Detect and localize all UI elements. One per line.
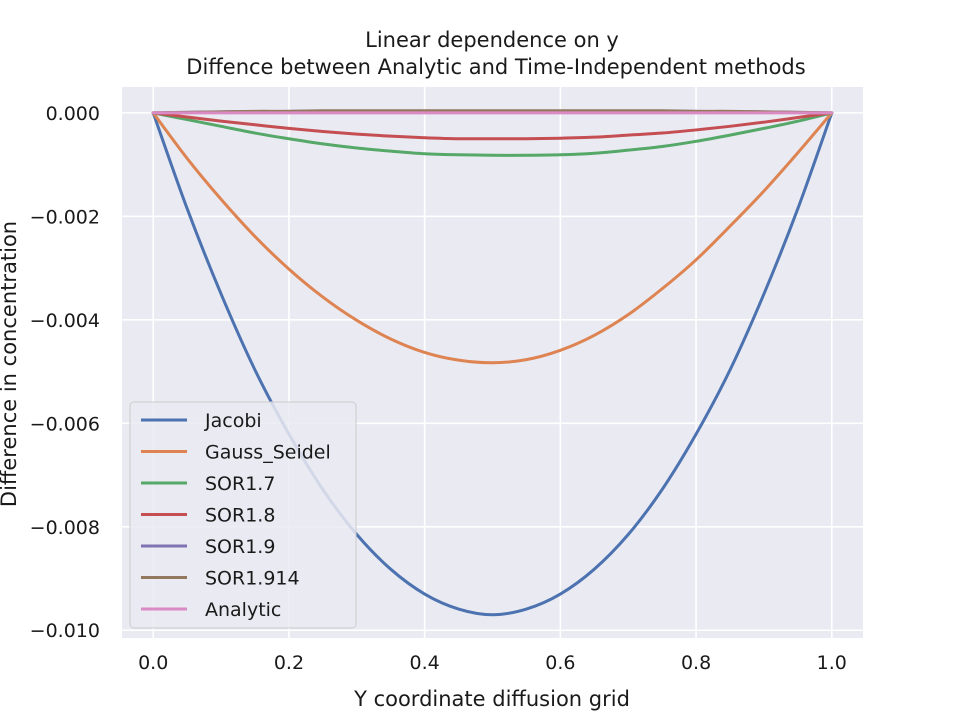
x-axis-label: Y coordinate diffusion grid	[353, 687, 630, 711]
legend-label-sor1-7: SOR1.7	[205, 473, 275, 495]
y-tick-label: 0.000	[46, 103, 100, 125]
legend-label-jacobi: Jacobi	[204, 410, 262, 432]
legend-label-sor1-914: SOR1.914	[205, 568, 300, 590]
x-tick-label: 1.0	[817, 652, 847, 674]
grid-lines	[122, 87, 863, 638]
y-tick-label: −0.008	[30, 517, 100, 539]
series-line-gauss-seidel	[151, 111, 834, 365]
x-tick-label: 0.8	[681, 652, 711, 674]
x-tick-label: 0.2	[274, 652, 304, 674]
series-line-sor1-914	[151, 109, 834, 115]
series-line-sor1-8	[151, 111, 834, 141]
legend-label-sor1-9: SOR1.9	[205, 536, 275, 558]
series-lines	[151, 109, 834, 617]
y-tick-label: −0.006	[30, 413, 100, 435]
y-tick-label: −0.004	[30, 310, 100, 332]
x-tick-label: 0.0	[138, 652, 168, 674]
y-tick-labels: 0.000 −0.002 −0.004 −0.006 −0.008 −0.010	[30, 103, 100, 642]
y-tick-label: −0.002	[30, 206, 100, 228]
x-tick-labels: 0.0 0.2 0.4 0.6 0.8 1.0	[138, 652, 847, 674]
x-tick-label: 0.4	[410, 652, 440, 674]
legend-label-sor1-8: SOR1.8	[205, 505, 275, 527]
legend-label-analytic: Analytic	[205, 599, 281, 621]
legend-label-gauss-seidel: Gauss_Seidel	[205, 442, 331, 464]
series-line-sor1-7	[151, 111, 834, 157]
y-tick-label: −0.010	[30, 620, 100, 642]
chart-subtitle: Diffence between Analytic and Time-Indep…	[186, 55, 805, 79]
chart-title: Linear dependence on y	[365, 28, 619, 52]
series-line-jacobi	[151, 111, 834, 617]
legend: Jacobi Gauss_Seidel SOR1.7 SOR1.8 SOR1.9 SOR1…	[129, 401, 357, 629]
x-tick-label: 0.6	[545, 652, 575, 674]
legend-box	[129, 401, 357, 629]
y-axis-label: Difference in concentration	[0, 221, 21, 507]
